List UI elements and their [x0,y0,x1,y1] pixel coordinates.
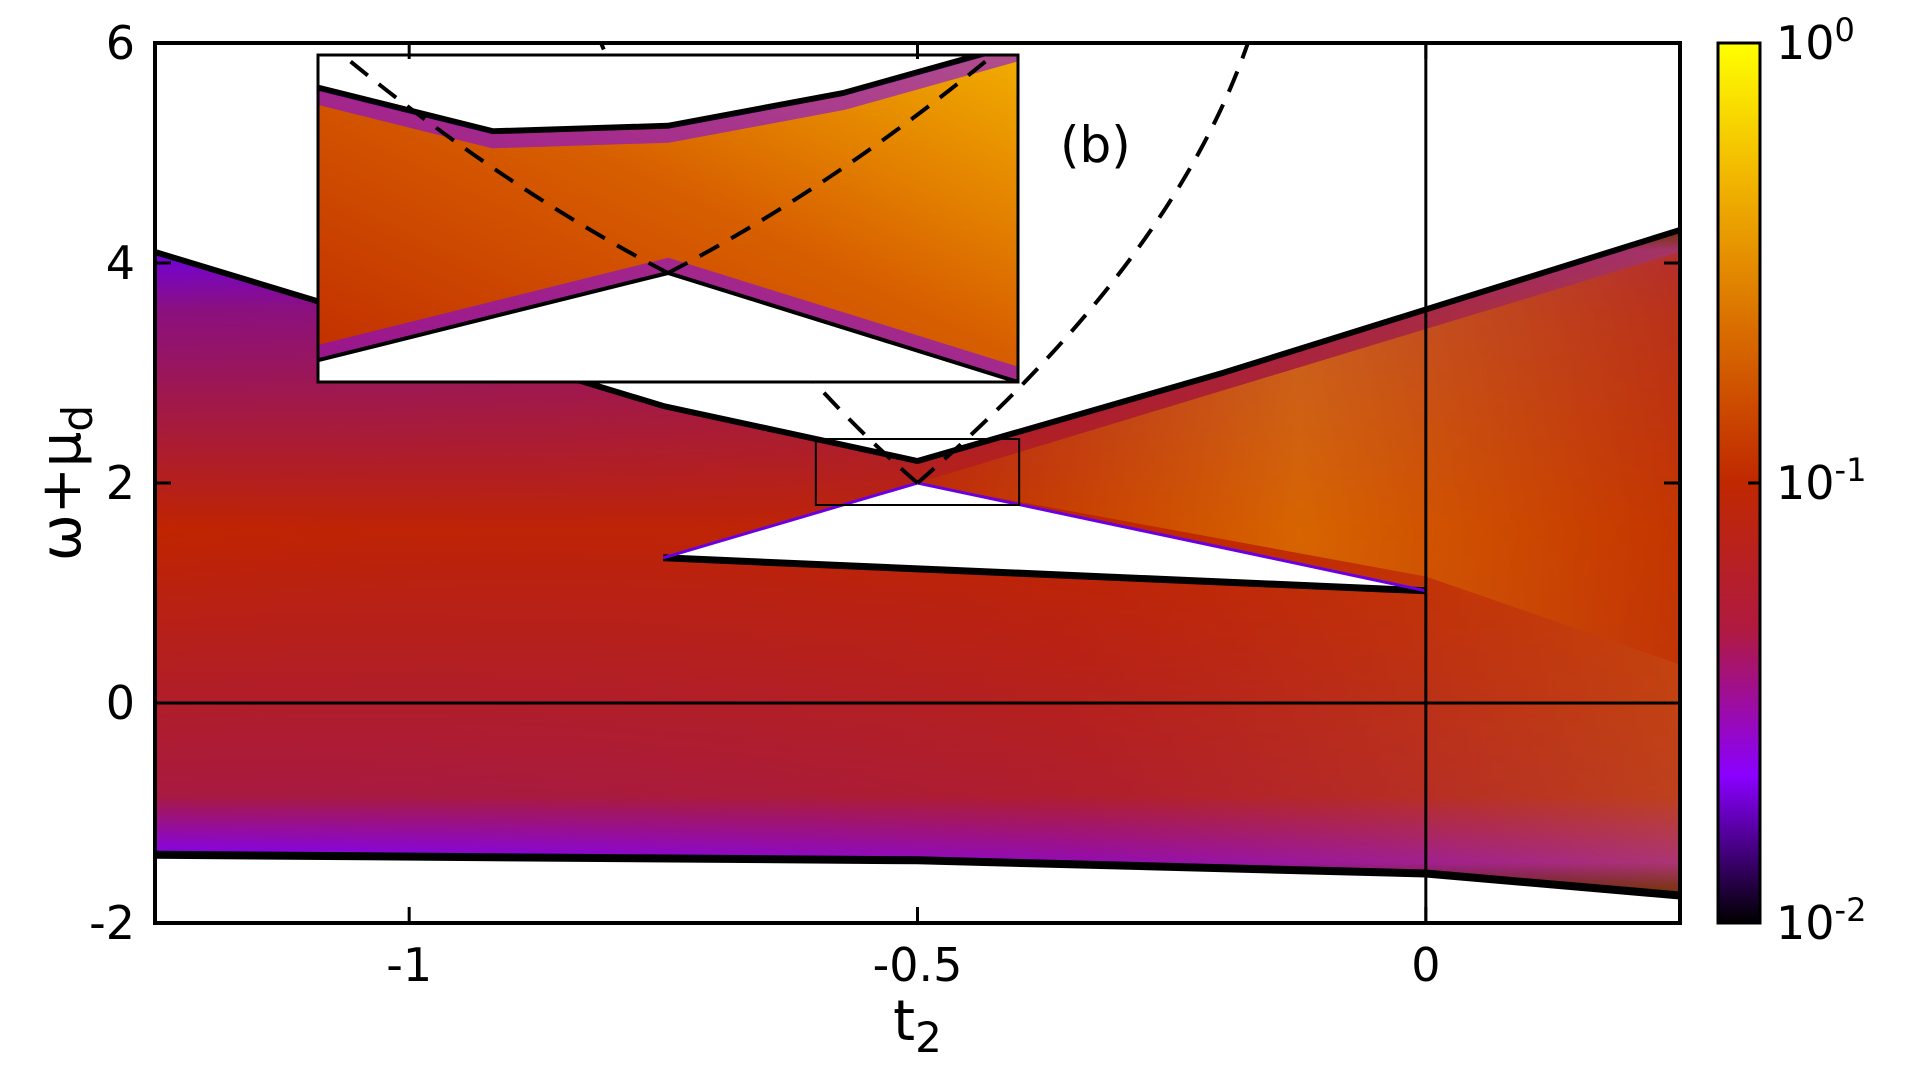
inset-lower-glow [318,257,1018,381]
zoom-box [814,438,1021,506]
inset-upper-glow [318,55,1018,149]
lower-band-edge [155,850,1680,900]
panel-label: (b) [1060,116,1131,174]
y-tick-label: -2 [89,896,135,950]
axes: -1 -0.5 0 -2 0 2 4 6 [89,16,1682,992]
y-tick-label: 0 [106,676,135,730]
colorbar: 100 10-1 10-2 [1716,11,1866,950]
x-axis-label-sub: 2 [915,1013,942,1062]
x-tick-label: -1 [386,938,432,992]
gap-lower-edge [663,554,1426,595]
cone-overlay [917,252,1680,665]
y-tick-label: 6 [106,16,135,70]
colorbar-tick-label: 10-1 [1776,451,1866,510]
zoom-inset [316,53,1020,384]
colorbar-tick-label: 10-2 [1776,891,1866,950]
y-tick-label: 4 [106,236,135,290]
inset-plot [318,55,1018,382]
x-axis-label: t2 [893,989,942,1062]
x-axis-label-base: t [893,989,915,1054]
y-tick-label: 2 [106,456,135,510]
colorbar-tick-label: 100 [1776,11,1855,70]
inset-upper-edge [318,55,991,135]
y-axis-label-sub: d [53,405,102,432]
inset-frame [316,53,1020,384]
heatmap-main [155,43,1680,923]
y-axis-label-base: ω+μ [29,432,94,561]
x-tick-label: 0 [1411,938,1440,992]
y-axis-label: ω+μd [29,405,102,561]
x-tick-label: -0.5 [873,938,963,992]
dashed-curve-right [916,43,1250,485]
